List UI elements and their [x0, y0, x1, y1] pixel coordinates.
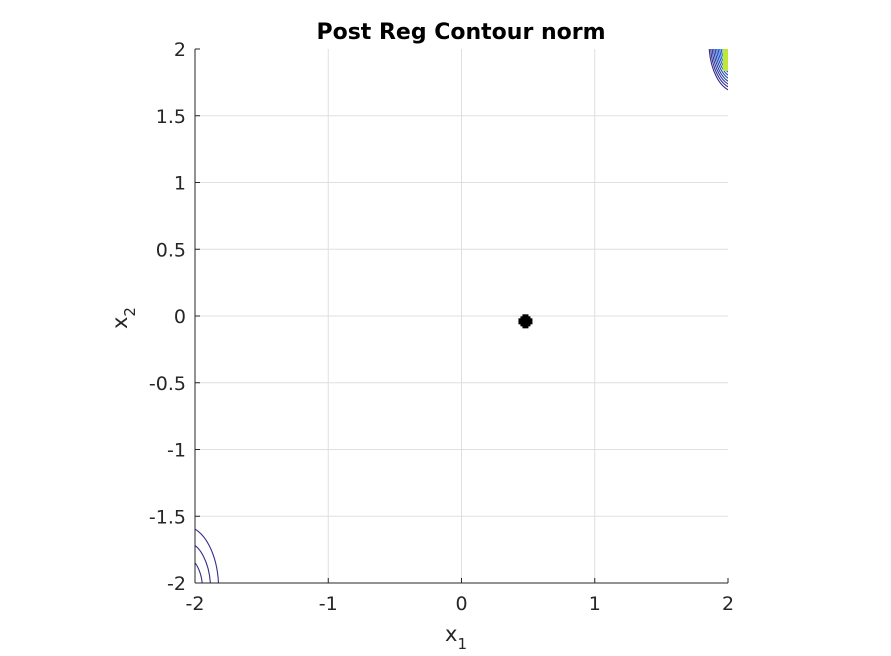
contour-line-0-4 — [714, 49, 728, 79]
contour-line-0-3 — [713, 49, 728, 82]
y-axis-label: x2 — [108, 307, 139, 329]
contour-lines — [195, 49, 728, 583]
y-tick-label-1: -1.5 — [149, 506, 186, 528]
x-axis-label-base: x — [445, 622, 457, 646]
contour-line-0-2 — [711, 49, 728, 85]
tick-labels: -2 -1 0 1 2 -2 -1.5 -1 -0.5 0 0.5 1 1.5 2 — [149, 39, 734, 615]
x-tick-label-3: 1 — [589, 593, 601, 615]
y-tick-label-6: 1 — [174, 173, 186, 195]
axes — [194, 48, 729, 584]
x-tick-label-2: 0 — [455, 593, 467, 615]
chart-title: Post Reg Contour norm — [316, 20, 605, 45]
contour-line-0-1 — [710, 49, 728, 88]
data-marker — [518, 314, 533, 329]
contour-line-0-5 — [716, 49, 728, 76]
x-axis-label-sub: 1 — [457, 635, 467, 653]
y-tick-label-0: -2 — [167, 573, 186, 595]
x-axis-label: x1 — [445, 622, 467, 653]
y-tick-label-5: 0.5 — [156, 239, 186, 261]
y-axis-label-sub: 2 — [121, 307, 139, 317]
y-axis-label-base: x — [108, 317, 132, 329]
contour-line-0-12 — [726, 49, 728, 53]
x-tick-label-1: -1 — [319, 593, 338, 615]
y-tick-label-3: -0.5 — [149, 373, 186, 395]
contour-peak-patch — [722, 49, 728, 71]
y-tick-label-4: 0 — [174, 306, 186, 328]
x-tick-label-0: -2 — [186, 593, 205, 615]
grid — [195, 49, 728, 583]
y-tick-label-8: 2 — [174, 39, 186, 61]
y-tick-label-7: 1.5 — [156, 106, 186, 128]
contour-line-0-0 — [708, 49, 728, 91]
marker-layer — [518, 314, 533, 329]
y-tick-label-2: -1 — [167, 440, 186, 462]
x-tick-label-4: 2 — [722, 593, 734, 615]
